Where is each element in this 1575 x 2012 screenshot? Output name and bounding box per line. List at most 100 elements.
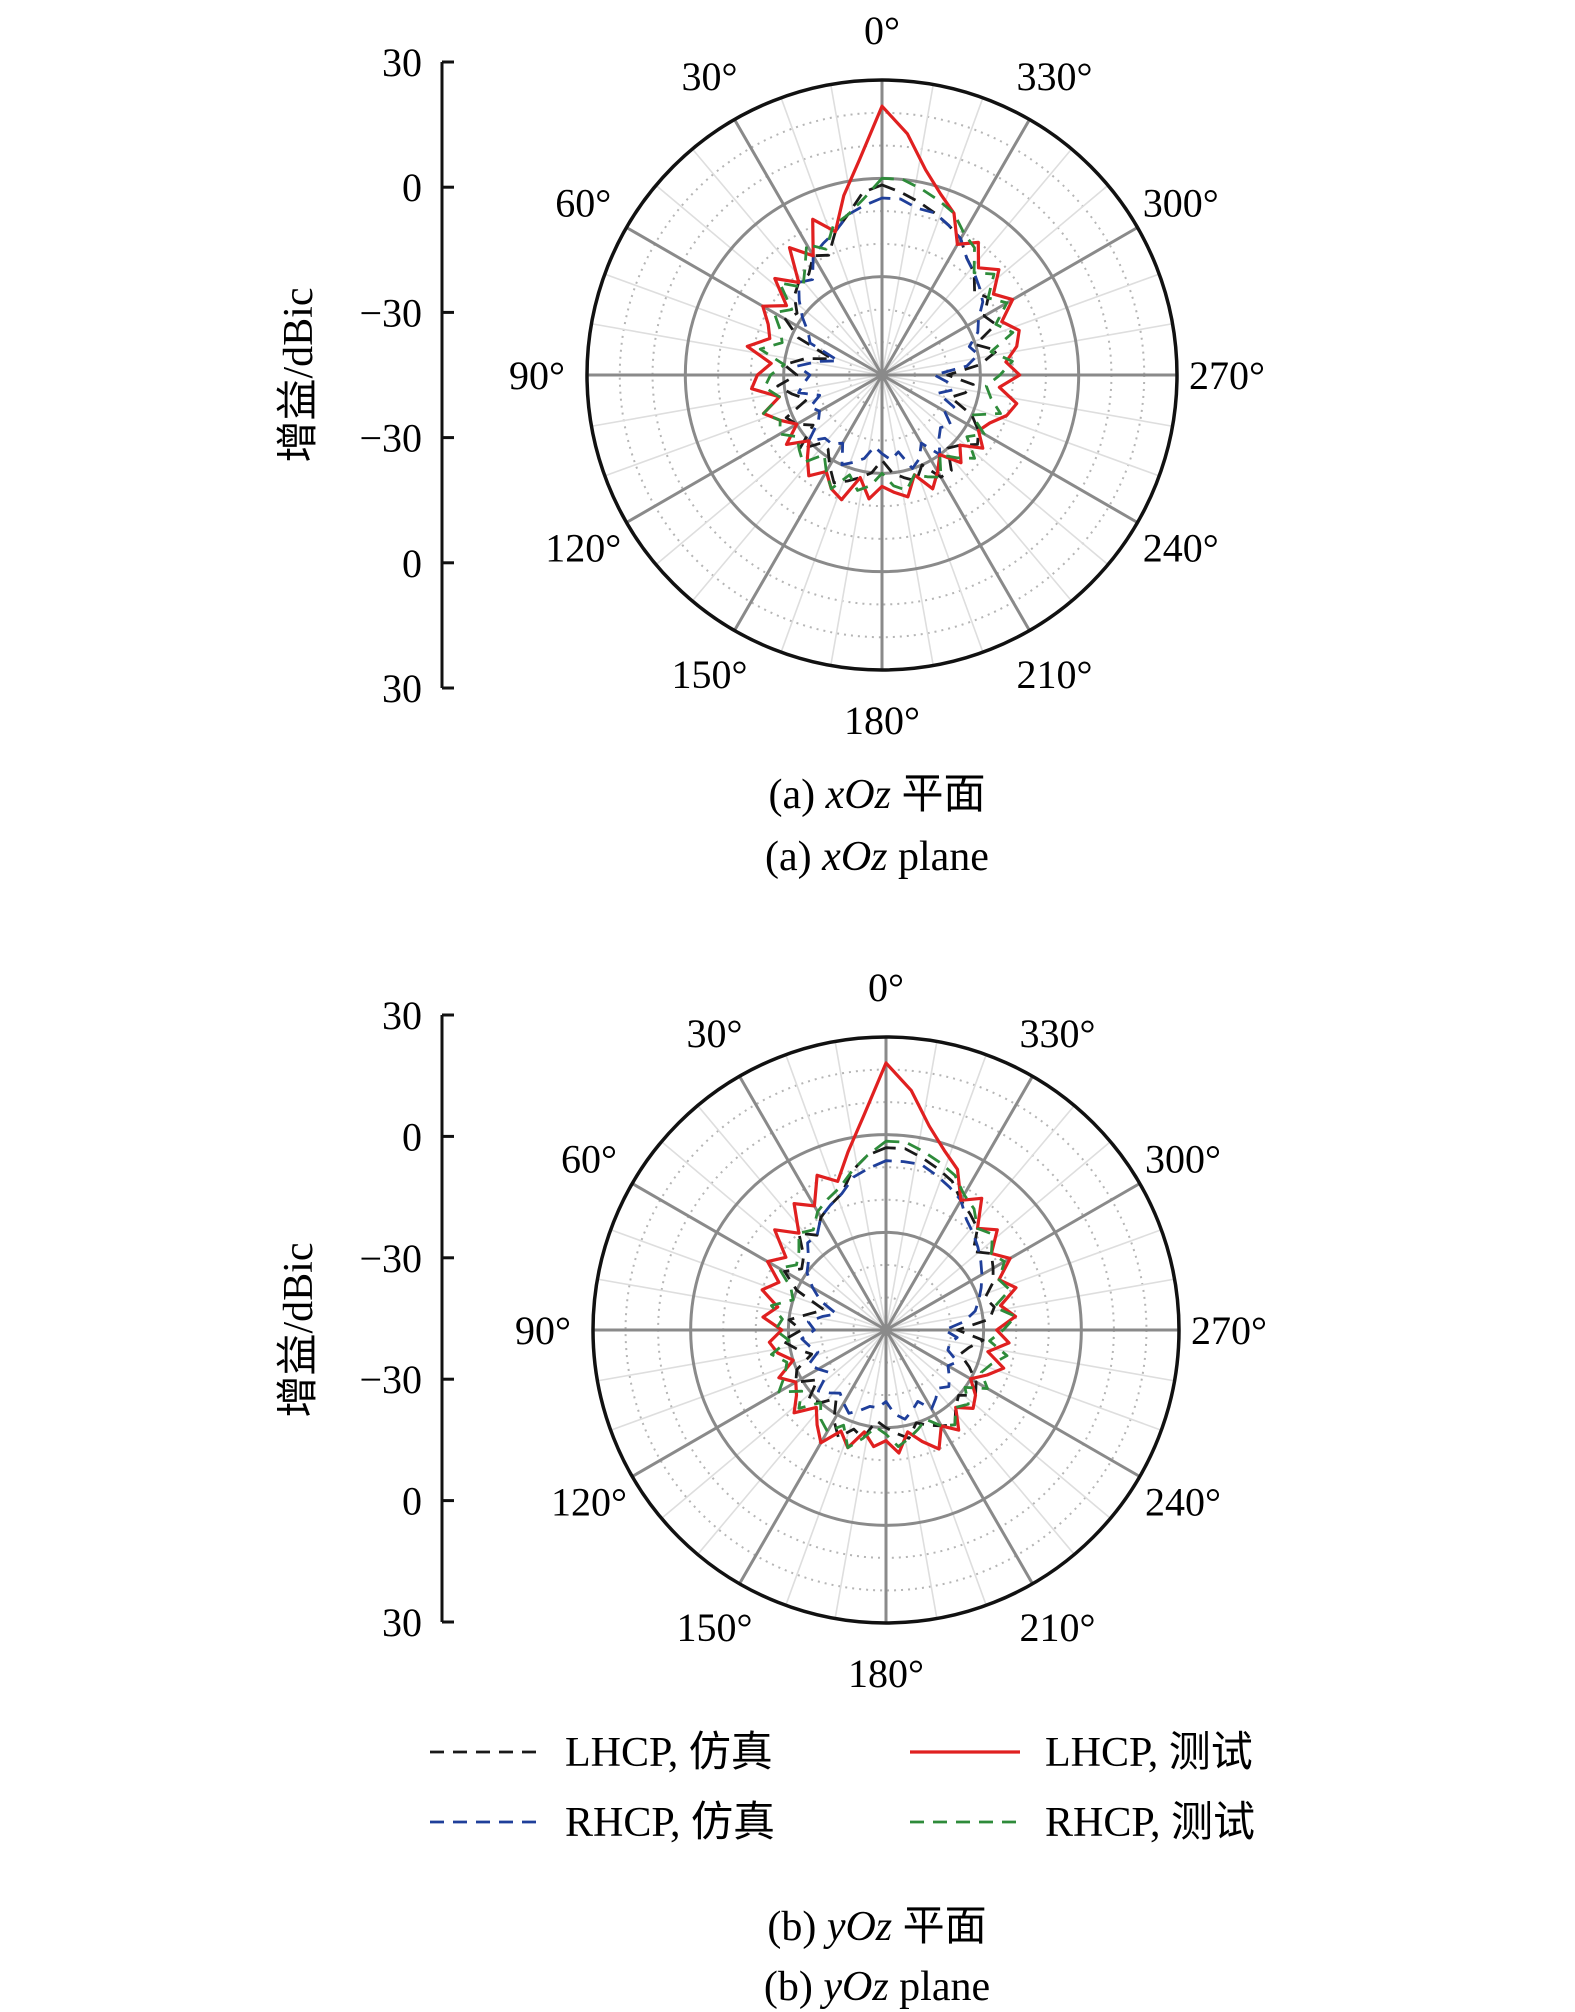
minor-spoke	[881, 374, 935, 666]
radial-tick-label: 0	[402, 1114, 422, 1159]
caption-cn-a: (a) xOz 平面	[769, 772, 986, 818]
radial-axis-a: 30 0 −30 −30 0 30	[359, 40, 454, 711]
minor-spoke	[885, 1329, 1162, 1431]
radial-tick-label: 0	[402, 165, 422, 210]
minor-spoke	[829, 374, 883, 666]
radial-tick-label: 30	[382, 40, 422, 85]
minor-spoke	[881, 374, 984, 653]
minor-spoke	[610, 1229, 887, 1331]
minor-spoke	[885, 1229, 1162, 1331]
angle-label: 90°	[509, 353, 565, 398]
minor-spoke	[881, 374, 1160, 477]
major-spoke	[884, 1075, 1034, 1331]
y-axis-label-a: 增益/dBic	[276, 288, 322, 463]
minor-spoke	[785, 1329, 887, 1606]
minor-spoke	[885, 1329, 1075, 1555]
angle-label: 240°	[1145, 1480, 1221, 1525]
radial-tick-label: 30	[382, 666, 422, 711]
angle-label: 30°	[682, 54, 738, 99]
angle-label: 270°	[1189, 353, 1265, 398]
major-spoke	[625, 373, 883, 524]
radial-axis-b: 30 0 −30 −30 0 30	[359, 993, 454, 1645]
minor-spoke	[881, 322, 1173, 376]
angle-label: 180°	[848, 1651, 924, 1696]
series-line-3	[745, 104, 1022, 502]
minor-spoke	[661, 1329, 887, 1519]
major-spoke	[738, 1075, 888, 1331]
legend-label: LHCP, 测试	[1045, 1730, 1253, 1776]
minor-spoke	[881, 273, 1160, 376]
minor-spoke	[881, 84, 935, 376]
radial-tick-label: 0	[402, 1479, 422, 1524]
major-spoke	[880, 374, 1031, 632]
angle-label: 150°	[672, 652, 748, 697]
legend-label: RHCP, 测试	[1045, 1800, 1255, 1846]
major-spoke	[885, 1182, 1141, 1332]
minor-spoke	[591, 374, 883, 428]
minor-spoke	[597, 1329, 887, 1382]
angle-label: 0°	[864, 8, 900, 53]
minor-spoke	[661, 1141, 887, 1331]
series-line-1	[781, 1146, 996, 1440]
minor-spoke	[881, 374, 1173, 428]
legend-label: RHCP, 仿真	[565, 1800, 775, 1846]
angle-label: 60°	[561, 1137, 617, 1182]
series-line-1	[776, 183, 999, 485]
radial-tick-label: 30	[382, 993, 422, 1038]
minor-spoke	[881, 148, 1073, 376]
polar-grid-a	[585, 78, 1179, 672]
minor-spoke	[881, 97, 984, 376]
minor-spoke	[829, 84, 883, 376]
angle-label: 300°	[1145, 1137, 1221, 1182]
minor-spoke	[885, 1278, 1175, 1331]
radial-tick-label: 30	[382, 1600, 422, 1645]
polar-series-a	[745, 104, 1022, 502]
major-spoke	[738, 1329, 888, 1585]
caption-en-a: (a) xOz plane	[765, 834, 989, 880]
minor-spoke	[881, 374, 1109, 566]
minor-spoke	[655, 184, 883, 376]
major-spoke	[625, 226, 883, 377]
y-axis-label-b: 增益/dBic	[276, 1243, 322, 1418]
angle-label: 300°	[1143, 181, 1219, 226]
series-line-4	[770, 1139, 1017, 1450]
major-spoke	[631, 1182, 887, 1332]
radial-tick-label: −30	[359, 290, 422, 335]
radial-tick-label: −30	[359, 416, 422, 461]
angle-label: 0°	[868, 965, 904, 1010]
minor-spoke	[597, 1278, 887, 1331]
angle-label: 30°	[687, 1011, 743, 1056]
minor-spoke	[604, 273, 883, 376]
minor-spoke	[780, 97, 883, 376]
minor-spoke	[885, 1329, 1111, 1519]
angle-label: 270°	[1191, 1308, 1267, 1353]
major-spoke	[733, 118, 884, 376]
outer-ring	[591, 1035, 1181, 1625]
major-spoke	[881, 373, 1139, 524]
radial-tick-label: 0	[402, 541, 422, 586]
minor-spoke	[691, 374, 883, 602]
angle-label: 210°	[1017, 652, 1093, 697]
minor-spoke	[881, 374, 1073, 602]
minor-spoke	[655, 374, 883, 566]
angle-label: 120°	[545, 526, 621, 571]
caption-en-b: (b) yOz plane	[764, 1964, 990, 2010]
angle-label: 210°	[1020, 1605, 1096, 1650]
minor-spoke	[885, 1141, 1111, 1331]
angle-labels-a: 0° 30° 60° 90° 120° 150° 180° 210° 240° 270° 300° 3…	[509, 8, 1265, 743]
minor-spoke	[885, 1329, 1175, 1382]
polar-series-b	[760, 1061, 1018, 1455]
major-spoke	[881, 226, 1139, 377]
major-spoke	[733, 374, 884, 632]
major-spoke	[885, 1328, 1141, 1478]
minor-spoke	[885, 1329, 938, 1619]
angle-label: 330°	[1017, 54, 1093, 99]
major-spoke	[884, 1329, 1034, 1585]
legend-label: LHCP, 仿真	[565, 1730, 773, 1776]
minor-spoke	[834, 1329, 887, 1619]
angle-label: 180°	[844, 698, 920, 743]
minor-spoke	[885, 1041, 938, 1331]
minor-spoke	[697, 1105, 887, 1331]
outer-ring	[585, 78, 1179, 672]
